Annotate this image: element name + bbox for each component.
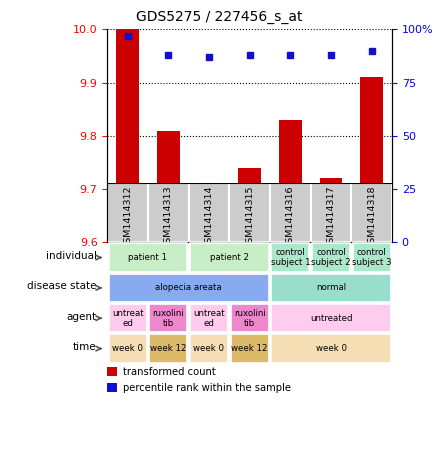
Bar: [353, 243, 391, 272]
Text: alopecia areata: alopecia areata: [155, 284, 222, 292]
Bar: [107, 383, 117, 392]
Text: GSM1414318: GSM1414318: [367, 186, 376, 249]
Text: GDS5275 / 227456_s_at: GDS5275 / 227456_s_at: [136, 10, 302, 24]
Text: percentile rank within the sample: percentile rank within the sample: [123, 383, 291, 393]
Text: GSM1414316: GSM1414316: [286, 186, 295, 249]
Bar: [271, 243, 309, 272]
Bar: [149, 304, 187, 333]
Text: week 12: week 12: [150, 344, 187, 353]
Bar: [230, 304, 269, 333]
Bar: [238, 168, 261, 242]
Bar: [360, 77, 383, 242]
Bar: [320, 178, 342, 242]
Bar: [107, 366, 117, 376]
Bar: [190, 334, 228, 363]
Text: untreat
ed: untreat ed: [193, 308, 225, 328]
Bar: [311, 183, 351, 242]
Bar: [271, 304, 391, 333]
Text: normal: normal: [316, 284, 346, 292]
Text: week 0: week 0: [315, 344, 346, 353]
Text: control
subject 2: control subject 2: [311, 248, 351, 267]
Text: week 0: week 0: [194, 344, 225, 353]
Text: week 0: week 0: [112, 344, 143, 353]
Text: ruxolini
tib: ruxolini tib: [234, 308, 265, 328]
Bar: [351, 183, 392, 242]
Bar: [109, 304, 147, 333]
Bar: [148, 183, 189, 242]
Bar: [270, 183, 311, 242]
Text: control
subject 3: control subject 3: [352, 248, 392, 267]
Bar: [149, 334, 187, 363]
Text: week 12: week 12: [231, 344, 268, 353]
Text: individual: individual: [46, 251, 97, 261]
Text: GSM1414312: GSM1414312: [123, 186, 132, 249]
Text: untreat
ed: untreat ed: [112, 308, 144, 328]
Text: disease state: disease state: [27, 281, 97, 291]
Bar: [109, 334, 147, 363]
Bar: [189, 183, 230, 242]
Bar: [198, 200, 220, 242]
Bar: [190, 304, 228, 333]
Bar: [230, 334, 269, 363]
Bar: [230, 183, 270, 242]
Bar: [109, 243, 187, 272]
Text: patient 2: patient 2: [210, 253, 249, 262]
Bar: [157, 130, 180, 242]
Text: agent: agent: [67, 312, 97, 322]
Bar: [279, 120, 301, 242]
Bar: [190, 243, 269, 272]
Text: GSM1414314: GSM1414314: [205, 186, 213, 249]
Bar: [312, 243, 350, 272]
Text: GSM1414317: GSM1414317: [326, 186, 336, 249]
Text: ruxolini
tib: ruxolini tib: [152, 308, 184, 328]
Bar: [271, 274, 391, 302]
Text: untreated: untreated: [310, 314, 352, 323]
Text: GSM1414315: GSM1414315: [245, 186, 254, 249]
Text: transformed count: transformed count: [123, 367, 216, 377]
Bar: [109, 274, 269, 302]
Bar: [107, 183, 148, 242]
Bar: [117, 29, 139, 242]
Text: control
subject 1: control subject 1: [271, 248, 310, 267]
Text: time: time: [73, 342, 97, 352]
Text: patient 1: patient 1: [128, 253, 167, 262]
Text: GSM1414313: GSM1414313: [164, 186, 173, 250]
Bar: [271, 334, 391, 363]
